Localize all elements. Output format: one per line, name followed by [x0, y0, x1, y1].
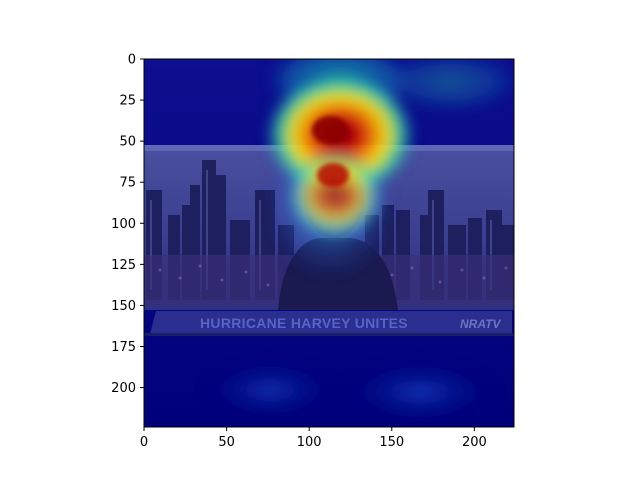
lower-third: HURRICANE HARVEY UNITES NRATV: [144, 311, 514, 336]
y-tick-label: 125: [111, 258, 136, 273]
x-axis: 0 50 100 150 200: [140, 427, 487, 450]
channel-logo: NRATV: [460, 317, 501, 331]
y-tick-label: 25: [119, 94, 136, 109]
x-tick-label: 150: [379, 435, 404, 450]
image-area: HURRICANE HARVEY UNITES NRATV: [144, 59, 514, 427]
y-tick-label: 50: [119, 135, 136, 150]
x-tick-label: 100: [297, 435, 322, 450]
y-tick-label: 0: [128, 53, 136, 68]
peak-region: [312, 116, 349, 187]
y-tick-label: 200: [111, 381, 136, 396]
y-tick-label: 100: [111, 217, 136, 232]
axes-frame: [143, 58, 515, 428]
x-tick-label: 0: [140, 435, 148, 450]
y-tick-label: 175: [111, 340, 136, 355]
x-tick-label: 200: [462, 435, 487, 450]
y-tick-label: 150: [111, 299, 136, 314]
y-axis: 0 25 50 75 100 125 150 175 200: [111, 53, 144, 396]
x-tick-label: 50: [218, 435, 235, 450]
ticker-text: HURRICANE HARVEY UNITES: [200, 315, 408, 331]
y-tick-label: 75: [119, 176, 136, 191]
